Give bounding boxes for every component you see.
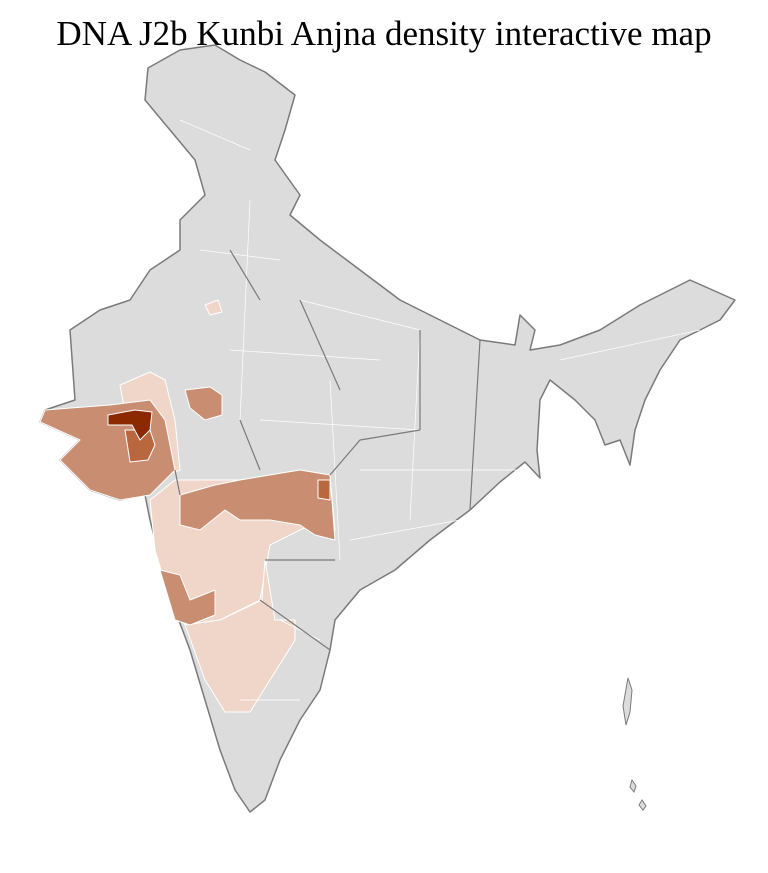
region-medium-rajasthan[interactable] [184, 386, 223, 421]
andaman-nicobar-islands [622, 677, 647, 811]
region-high-vidarbha[interactable] [317, 479, 331, 501]
region-medium-konkan[interactable] [159, 569, 216, 626]
region-low-karnataka[interactable] [184, 559, 296, 713]
region-medium-maharashtra-north[interactable] [179, 469, 336, 541]
region-low-rajasthan-small[interactable] [204, 299, 223, 316]
region-highest-gujarat[interactable] [107, 409, 153, 441]
state-borders [174, 249, 481, 651]
map-title: DNA J2b Kunbi Anjna density interactive … [56, 14, 712, 53]
